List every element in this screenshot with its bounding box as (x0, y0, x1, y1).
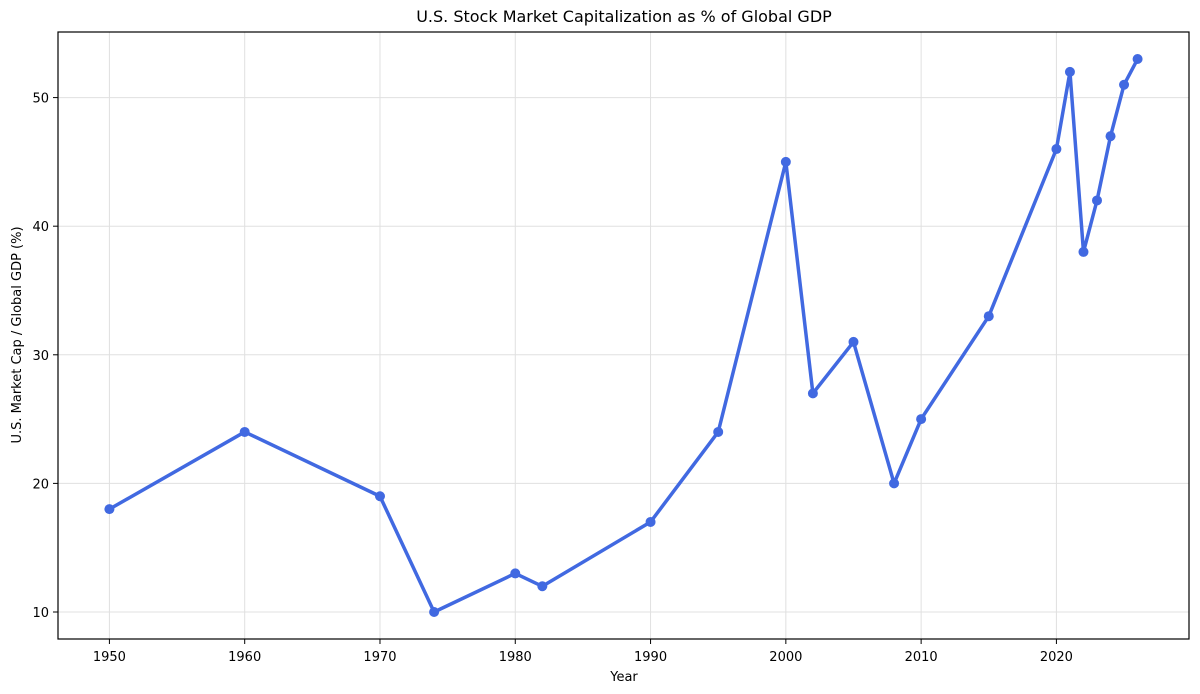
data-point (713, 426, 724, 437)
data-point (1092, 195, 1103, 206)
y-tick-label: 50 (32, 92, 49, 107)
y-tick-label: 30 (32, 349, 49, 364)
data-point (889, 478, 900, 489)
data-point (645, 516, 656, 527)
data-point (239, 426, 250, 437)
x-tick-label: 1990 (634, 650, 667, 665)
x-tick-label: 1980 (499, 650, 532, 665)
data-point (1051, 144, 1062, 155)
data-point (780, 156, 791, 167)
data-point (1078, 246, 1089, 257)
series-layer (104, 54, 1143, 617)
data-point (374, 491, 385, 502)
x-tick-label: 1960 (228, 650, 261, 665)
y-tick-label: 40 (32, 220, 49, 235)
x-tick-label: 1950 (93, 650, 126, 665)
data-point (104, 504, 115, 515)
data-point (1105, 131, 1116, 142)
data-point (1119, 79, 1130, 90)
x-tick-label: 2010 (905, 650, 938, 665)
data-point (807, 388, 818, 399)
data-point (983, 311, 994, 322)
grid (58, 32, 1189, 639)
data-point (1132, 54, 1143, 65)
chart-title: U.S. Stock Market Capitalization as % of… (416, 7, 832, 26)
data-point (848, 336, 859, 347)
y-tick-label: 10 (32, 606, 49, 621)
y-tick-label: 20 (32, 477, 49, 492)
series-line (107, 57, 1140, 614)
ticks: 1950 1960 1970 1980 1990 2000 2010 2020 10 20 30 40… (32, 92, 1073, 665)
data-point (916, 414, 927, 425)
plot-frame (57, 31, 1190, 640)
data-point (1064, 66, 1075, 77)
x-axis-label: Year (609, 670, 638, 685)
data-point (510, 568, 521, 579)
data-point (537, 581, 548, 592)
x-tick-label: 2000 (769, 650, 802, 665)
x-tick-label: 1970 (363, 650, 396, 665)
data-point (429, 606, 440, 617)
y-axis-label: U.S. Market Cap / Global GDP (%) (10, 226, 25, 443)
x-tick-label: 2020 (1040, 650, 1073, 665)
